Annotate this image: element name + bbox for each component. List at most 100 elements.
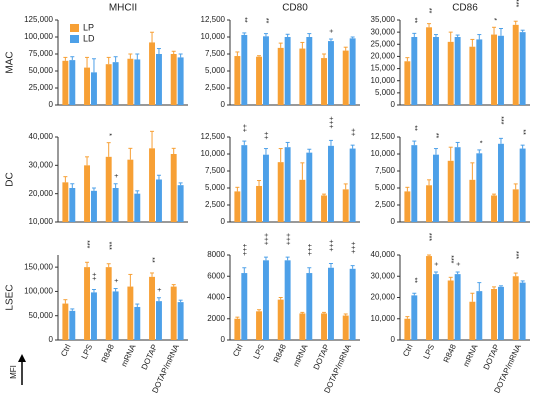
bar xyxy=(105,156,112,222)
bar xyxy=(84,267,90,340)
bar xyxy=(328,41,334,105)
x-tick-label: Ctrl xyxy=(401,343,415,358)
significance-marker: + xyxy=(155,288,162,292)
bar xyxy=(411,295,418,340)
bar xyxy=(134,193,141,222)
bar xyxy=(91,190,97,222)
significance-marker: ** xyxy=(262,18,269,24)
bar xyxy=(498,35,504,105)
significance-marker: + xyxy=(454,262,461,266)
y-tick-label: 150,000 xyxy=(24,262,53,271)
bar xyxy=(454,274,461,340)
y-tick-label: 6000 xyxy=(207,271,225,280)
bar xyxy=(512,24,519,105)
legend-label: LD xyxy=(83,33,95,43)
y-tick-label: 12,500 xyxy=(371,132,396,141)
bar xyxy=(149,276,155,340)
bar xyxy=(447,280,454,340)
y-tick-label: 75,000 xyxy=(29,49,54,58)
bar xyxy=(404,191,411,222)
bar xyxy=(134,59,141,105)
bar xyxy=(127,58,134,105)
bar xyxy=(411,145,418,222)
bar xyxy=(454,37,461,105)
bar xyxy=(62,182,69,222)
significance-marker: + xyxy=(112,278,119,282)
bar xyxy=(105,64,112,105)
y-tick-label: 5,000 xyxy=(375,88,396,97)
x-tick-label: mRNA xyxy=(291,342,309,368)
bar xyxy=(512,189,519,222)
x-tick-label: mRNA xyxy=(461,342,479,368)
bar xyxy=(349,38,356,105)
bar xyxy=(469,46,476,105)
row-label: DC xyxy=(5,172,16,186)
significance-marker: ** xyxy=(432,133,439,139)
bar xyxy=(426,256,432,340)
significance-marker: ** xyxy=(425,8,432,14)
x-tick-label: R848 xyxy=(442,342,458,364)
y-tick-label: 30,000 xyxy=(371,271,396,280)
bar xyxy=(263,154,269,222)
significance-marker: ** xyxy=(410,125,417,131)
y-tick-label: 15,000 xyxy=(371,64,396,73)
bar xyxy=(256,56,262,105)
significance-marker: + xyxy=(432,262,439,266)
significance-marker: * xyxy=(105,133,112,136)
bar xyxy=(349,268,356,340)
y-tick-label: 10,000 xyxy=(201,32,226,41)
significance-marker: ++ xyxy=(262,131,269,139)
bar xyxy=(234,318,241,340)
x-tick-label: LPS xyxy=(422,343,437,361)
chart-title: CD80 xyxy=(282,3,308,14)
legend-label: LP xyxy=(83,22,94,32)
bar xyxy=(177,57,184,105)
bar xyxy=(263,36,269,105)
y-tick-label: 25,000 xyxy=(371,39,396,48)
y-tick-label: 40,000 xyxy=(371,250,396,259)
bar xyxy=(321,313,327,340)
bar xyxy=(328,145,334,222)
y-tick-label: 12,500 xyxy=(201,132,226,141)
bar xyxy=(241,145,248,222)
significance-marker: * xyxy=(490,18,497,21)
x-tick-label: DOTAP xyxy=(140,343,160,371)
significance-marker: ** xyxy=(148,257,155,263)
significance-marker: ** xyxy=(410,278,417,284)
bar xyxy=(447,160,454,222)
bar xyxy=(277,162,284,222)
bar xyxy=(404,318,411,340)
bar xyxy=(426,185,432,222)
y-tick-label: 0 xyxy=(221,217,226,226)
x-tick-label: LPS xyxy=(252,343,267,361)
y-tick-label: 125,000 xyxy=(24,15,53,24)
y-tick-label: 20,000 xyxy=(371,52,396,61)
y-tick-label: 30,000 xyxy=(371,27,396,36)
bar xyxy=(127,286,134,340)
bar xyxy=(342,50,349,105)
bar xyxy=(328,267,334,340)
legend-swatch xyxy=(70,24,79,32)
y-tick-label: 35,000 xyxy=(371,15,396,24)
significance-marker: +++ xyxy=(305,244,312,256)
y-tick-label: 2,500 xyxy=(375,200,396,209)
y-tick-label: 7,500 xyxy=(205,49,226,58)
bar xyxy=(177,185,184,222)
significance-marker: +++ xyxy=(327,116,334,128)
bar xyxy=(234,56,241,105)
bar xyxy=(491,34,497,106)
significance-marker: *** xyxy=(512,0,519,8)
bar xyxy=(170,154,177,222)
bar xyxy=(299,179,306,222)
x-tick-label: Ctrl xyxy=(231,343,245,358)
bar xyxy=(349,148,356,222)
significance-marker: +++ xyxy=(327,239,334,251)
legend-swatch xyxy=(70,35,79,43)
y-tick-label: 8000 xyxy=(207,250,225,259)
y-tick-label: 0 xyxy=(391,335,396,344)
x-tick-label: DOTAP xyxy=(482,343,502,371)
bar xyxy=(170,54,177,105)
bar xyxy=(156,179,162,222)
y-tick-label: 30,000 xyxy=(29,160,54,169)
bar xyxy=(277,47,284,105)
